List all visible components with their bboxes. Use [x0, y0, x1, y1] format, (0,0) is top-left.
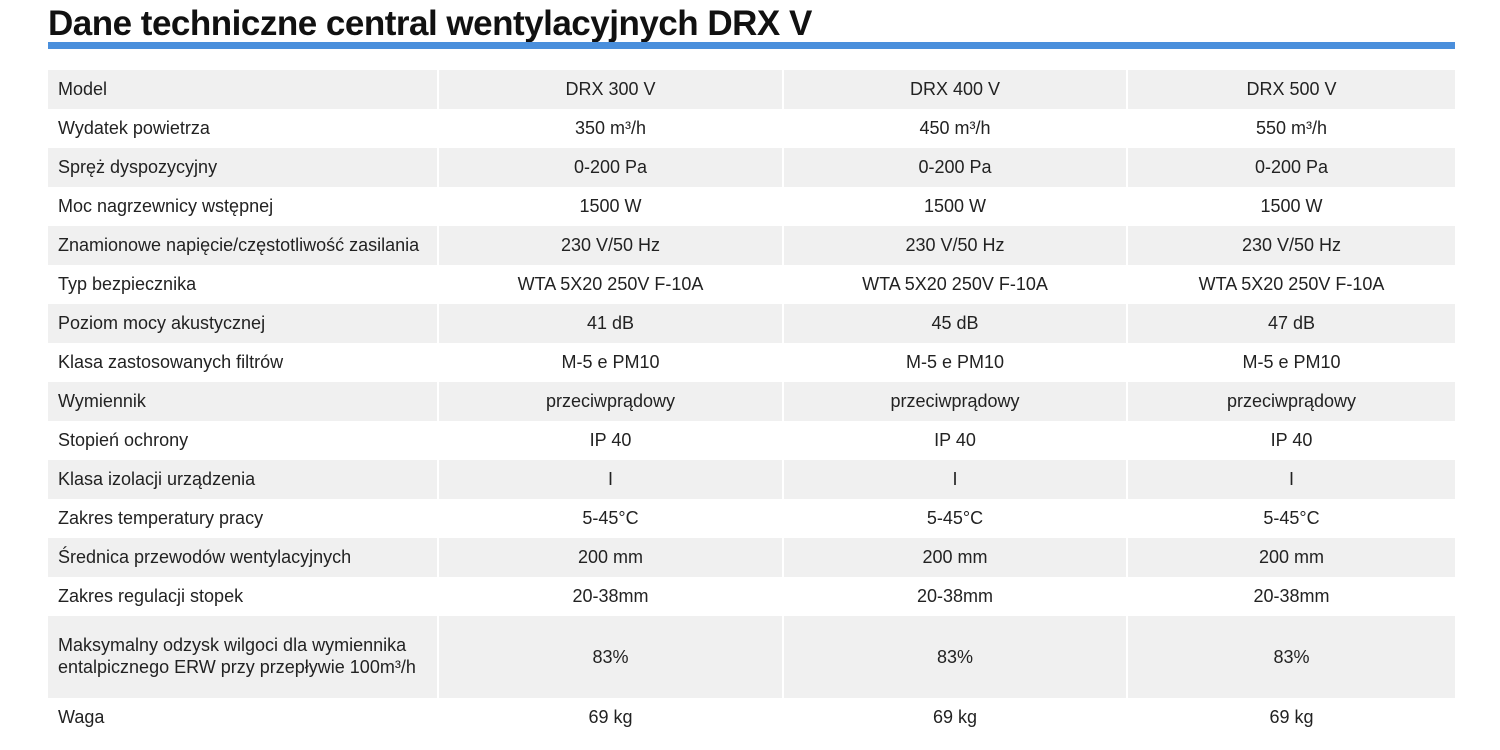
row-label: Maksymalny odzysk wilgoci dla wymiennika…: [48, 616, 438, 698]
cell-value: WTA 5X20 250V F-10A: [437, 265, 783, 304]
cell-value: 1500 W: [782, 187, 1127, 226]
row-label: Zakres regulacji stopek: [58, 586, 244, 606]
table-row: Zakres temperatury pracy 5-45°C 5-45°C 5-45…: [48, 499, 1455, 538]
page-title: Dane techniczne central wentylacyjnych D…: [48, 4, 812, 43]
cell-value: przeciwprądowy: [437, 382, 783, 421]
row-label: Wymiennik: [48, 382, 438, 421]
row-label: Typ bezpiecznika: [58, 274, 197, 294]
cell-value: 200 mm: [1126, 538, 1455, 577]
table-row: Moc nagrzewnicy wstępnej 1500 W 1500 W 1500…: [48, 187, 1455, 226]
cell-value: 20-38mm: [782, 577, 1127, 616]
cell-value: 5-45°C: [1126, 499, 1455, 538]
cell-value: 0-200 Pa: [1126, 148, 1455, 187]
cell-value: IP 40: [782, 421, 1127, 460]
cell-value: 5-45°C: [782, 499, 1127, 538]
cell-value: 350 m³/h: [437, 109, 783, 148]
cell-value: 230 V/50 Hz: [782, 226, 1127, 265]
cell-value: 200 mm: [437, 538, 783, 577]
table-row: Klasa zastosowanych filtrów M-5 e PM10 M-5…: [48, 343, 1455, 382]
title-rule: [48, 42, 1455, 49]
cell-value: I: [1126, 460, 1455, 499]
cell-value: I: [437, 460, 783, 499]
row-label: Klasa izolacji urządzenia: [48, 460, 438, 499]
table-row: Wymiennik przeciwprądowy przeciwprądowy prz…: [48, 382, 1455, 421]
cell-value: IP 40: [437, 421, 783, 460]
table-row: Maksymalny odzysk wilgoci dla wymiennika…: [48, 616, 1455, 698]
cell-value: 69 kg: [437, 698, 783, 737]
cell-value: 450 m³/h: [782, 109, 1127, 148]
cell-value: 1500 W: [1126, 187, 1455, 226]
cell-value: 69 kg: [782, 698, 1127, 737]
cell-value: WTA 5X20 250V F-10A: [782, 265, 1127, 304]
cell-value: 83%: [437, 616, 783, 698]
cell-value: 20-38mm: [437, 577, 783, 616]
cell-value: 230 V/50 Hz: [437, 226, 783, 265]
row-label: Poziom mocy akustycznej: [48, 304, 438, 343]
table-row: Zakres regulacji stopek 20-38mm 20-38mm 20-…: [48, 577, 1455, 616]
cell-value: 5-45°C: [437, 499, 783, 538]
table-row: Średnica przewodów wentylacyjnych 200 mm 2…: [48, 538, 1455, 577]
cell-value: DRX 400 V: [782, 70, 1127, 109]
table-row: Stopień ochrony IP 40 IP 40 IP 40: [48, 421, 1455, 460]
row-label: Model: [48, 70, 438, 109]
cell-value: DRX 500 V: [1126, 70, 1455, 109]
cell-value: I: [782, 460, 1127, 499]
cell-value: 0-200 Pa: [782, 148, 1127, 187]
cell-value: 0-200 Pa: [437, 148, 783, 187]
cell-value: 1500 W: [437, 187, 783, 226]
table-row: Model DRX 300 V DRX 400 V DRX 500 V: [48, 70, 1455, 109]
row-label: Zakres temperatury pracy: [58, 508, 264, 528]
table-row: Spręż dyspozycyjny 0-200 Pa 0-200 Pa 0-200 …: [48, 148, 1455, 187]
row-label: Wydatek powietrza: [58, 118, 210, 138]
table-row: Typ bezpiecznika WTA 5X20 250V F-10A WTA 5…: [48, 265, 1455, 304]
cell-value: 47 dB: [1126, 304, 1455, 343]
cell-value: 41 dB: [437, 304, 783, 343]
cell-value: 45 dB: [782, 304, 1127, 343]
cell-value: 69 kg: [1126, 698, 1455, 737]
table-row: Waga 69 kg 69 kg 69 kg: [48, 698, 1455, 737]
cell-value: DRX 300 V: [437, 70, 783, 109]
row-label: Klasa zastosowanych filtrów: [58, 352, 284, 372]
cell-value: przeciwprądowy: [782, 382, 1127, 421]
table-row: Klasa izolacji urządzenia I I I: [48, 460, 1455, 499]
table-row: Wydatek powietrza 350 m³/h 450 m³/h 550 m³/…: [48, 109, 1455, 148]
row-label: Spręż dyspozycyjny: [48, 148, 438, 187]
row-label: Średnica przewodów wentylacyjnych: [48, 538, 438, 577]
cell-value: 83%: [1126, 616, 1455, 698]
cell-value: M-5 e PM10: [437, 343, 783, 382]
cell-value: 20-38mm: [1126, 577, 1455, 616]
table-row: Poziom mocy akustycznej 41 dB 45 dB 47 dB: [48, 304, 1455, 343]
cell-value: WTA 5X20 250V F-10A: [1126, 265, 1455, 304]
cell-value: 200 mm: [782, 538, 1127, 577]
table-row: Znamionowe napięcie/częstotliwość zasila…: [48, 226, 1455, 265]
cell-value: 230 V/50 Hz: [1126, 226, 1455, 265]
cell-value: przeciwprądowy: [1126, 382, 1455, 421]
cell-value: M-5 e PM10: [1126, 343, 1455, 382]
cell-value: IP 40: [1126, 421, 1455, 460]
row-label: Znamionowe napięcie/częstotliwość zasila…: [48, 226, 438, 265]
row-label: Stopień ochrony: [58, 430, 189, 450]
table-body: Model DRX 300 V DRX 400 V DRX 500 V Wydatek …: [48, 70, 1455, 737]
spec-table: Model DRX 300 V DRX 400 V DRX 500 V Wydatek …: [48, 70, 1455, 737]
cell-value: M-5 e PM10: [782, 343, 1127, 382]
row-label: Moc nagrzewnicy wstępnej: [58, 196, 274, 216]
cell-value: 550 m³/h: [1126, 109, 1455, 148]
cell-value: 83%: [782, 616, 1127, 698]
row-label: Waga: [58, 707, 105, 727]
